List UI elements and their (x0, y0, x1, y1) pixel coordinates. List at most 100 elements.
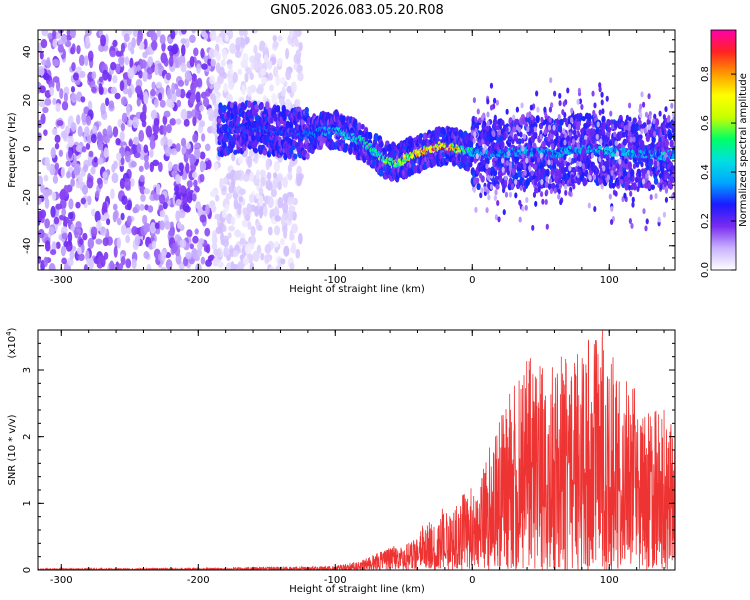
spectrogram-cell (156, 30, 161, 38)
spectrogram-cell (84, 126, 90, 137)
spectrogram-cell (54, 162, 60, 171)
spectrogram-cell (220, 30, 226, 35)
spectrogram-cell (109, 260, 115, 270)
spectrogram-cell (277, 57, 283, 67)
spectrogram-cell (258, 187, 264, 196)
spectrogram-cell (264, 243, 272, 255)
spectrogram-cell (468, 161, 473, 168)
spectrogram-cell (78, 238, 84, 245)
spectrogram-cell (136, 97, 141, 107)
spectrogram-cell (192, 115, 197, 127)
spectrogram-cell (171, 82, 176, 95)
spectrogram-cell (186, 186, 191, 198)
spectrogram-cell (85, 142, 91, 150)
spectrogram-cell (176, 99, 182, 108)
spectrogram-cell (222, 48, 228, 61)
spectrogram-cell (564, 183, 568, 190)
spectrogram-cell (68, 198, 74, 210)
spectrogram-cell (112, 75, 118, 84)
spectrogram-cell (151, 40, 158, 50)
spectrogram-cell (266, 60, 273, 70)
spectrogram-cell (227, 63, 233, 70)
spectrogram-cell (115, 138, 121, 146)
spectrogram-cell (167, 45, 174, 52)
spectrogram-cell (131, 258, 137, 269)
spectrogram-cell (222, 238, 230, 248)
spectrogram-cell (213, 162, 219, 172)
spectrogram-cell (558, 127, 563, 134)
spectrogram-cell (61, 257, 67, 265)
spectrogram-cell (625, 176, 629, 183)
spectrogram-cell (185, 251, 193, 260)
spectrogram-cell (69, 250, 75, 260)
spectrogram-cell (514, 179, 518, 186)
spectrogram-cell (121, 224, 127, 236)
spectrogram-cell (170, 30, 176, 40)
spectrogram-cell (273, 206, 280, 218)
spectrogram-cell (246, 203, 253, 214)
spectrogram-cell (116, 152, 122, 162)
spectrogram-cell (486, 98, 490, 105)
spectrogram-cell (102, 201, 108, 212)
spectrogram-cell (82, 232, 88, 241)
spectrogram-cell (56, 120, 64, 127)
spectrogram-cell (549, 188, 554, 195)
spectrogram-cell (289, 30, 294, 39)
spectrogram-cell (165, 72, 172, 81)
spectrogram-cell (166, 87, 172, 100)
spectrogram-cell (50, 205, 56, 218)
spectrogram-cell (160, 266, 167, 270)
spectrogram-cell (51, 191, 57, 201)
spectrogram-cell (535, 115, 540, 124)
spectrogram-cell (543, 129, 547, 136)
spectrogram-cell (609, 110, 613, 117)
spectrogram-cell (631, 175, 635, 182)
spectrogram-cell (238, 188, 246, 196)
spectrogram-cell (644, 225, 648, 232)
spectrogram-cell (159, 34, 166, 45)
spectrogram-cell (180, 137, 187, 148)
spectrogram-cell (666, 163, 670, 170)
spectrogram-cell (234, 229, 242, 238)
spectrogram-cell (81, 146, 87, 153)
spectrogram-cell (640, 91, 644, 98)
spectrogram-cell (548, 106, 553, 113)
spectrogram-cell (60, 245, 66, 257)
spectrogram-cell (163, 110, 171, 118)
spectrogram-cell (485, 163, 489, 170)
spectrogram-cell (200, 48, 205, 59)
spectrogram-cell (242, 59, 248, 69)
spectrogram-cell (119, 80, 125, 92)
spectrogram-cell (189, 243, 194, 250)
spectrogram-cell (83, 164, 89, 173)
spectrogram-cell (267, 196, 274, 209)
spectrogram-cell (97, 255, 104, 264)
spectrogram-cell (52, 38, 58, 48)
spectrogram-cell (114, 209, 119, 220)
spectrogram-cell (194, 111, 200, 119)
spectrogram-cell (47, 32, 53, 40)
spectrogram-cell (38, 235, 41, 244)
spectrogram-cell (126, 215, 132, 227)
spectrogram-cell (137, 30, 143, 43)
spectrogram-cell (230, 261, 235, 270)
spectrogram-cell (258, 44, 264, 52)
spectrogram-cell (664, 187, 669, 194)
spectrogram-cell (486, 140, 490, 147)
spectrogram-cell (217, 117, 222, 124)
spectrogram-cell (143, 154, 149, 163)
spectrogram-cell (547, 136, 551, 143)
spectrogram-cell (489, 104, 494, 111)
figure-title: GN05.2026.083.05.20.R08 (270, 3, 444, 18)
spectrogram-cell (274, 215, 282, 222)
spectrogram-cell (226, 93, 233, 104)
spectrogram-cell (555, 131, 559, 138)
spectrogram-cell (85, 35, 90, 46)
spectrogram-cell (542, 140, 546, 147)
spectrogram-cell (213, 83, 219, 91)
spectrogram-cell (632, 117, 637, 124)
spectrogram-cell (155, 183, 161, 195)
spectrogram-cell (110, 86, 117, 95)
spectrogram-cell (600, 99, 604, 106)
